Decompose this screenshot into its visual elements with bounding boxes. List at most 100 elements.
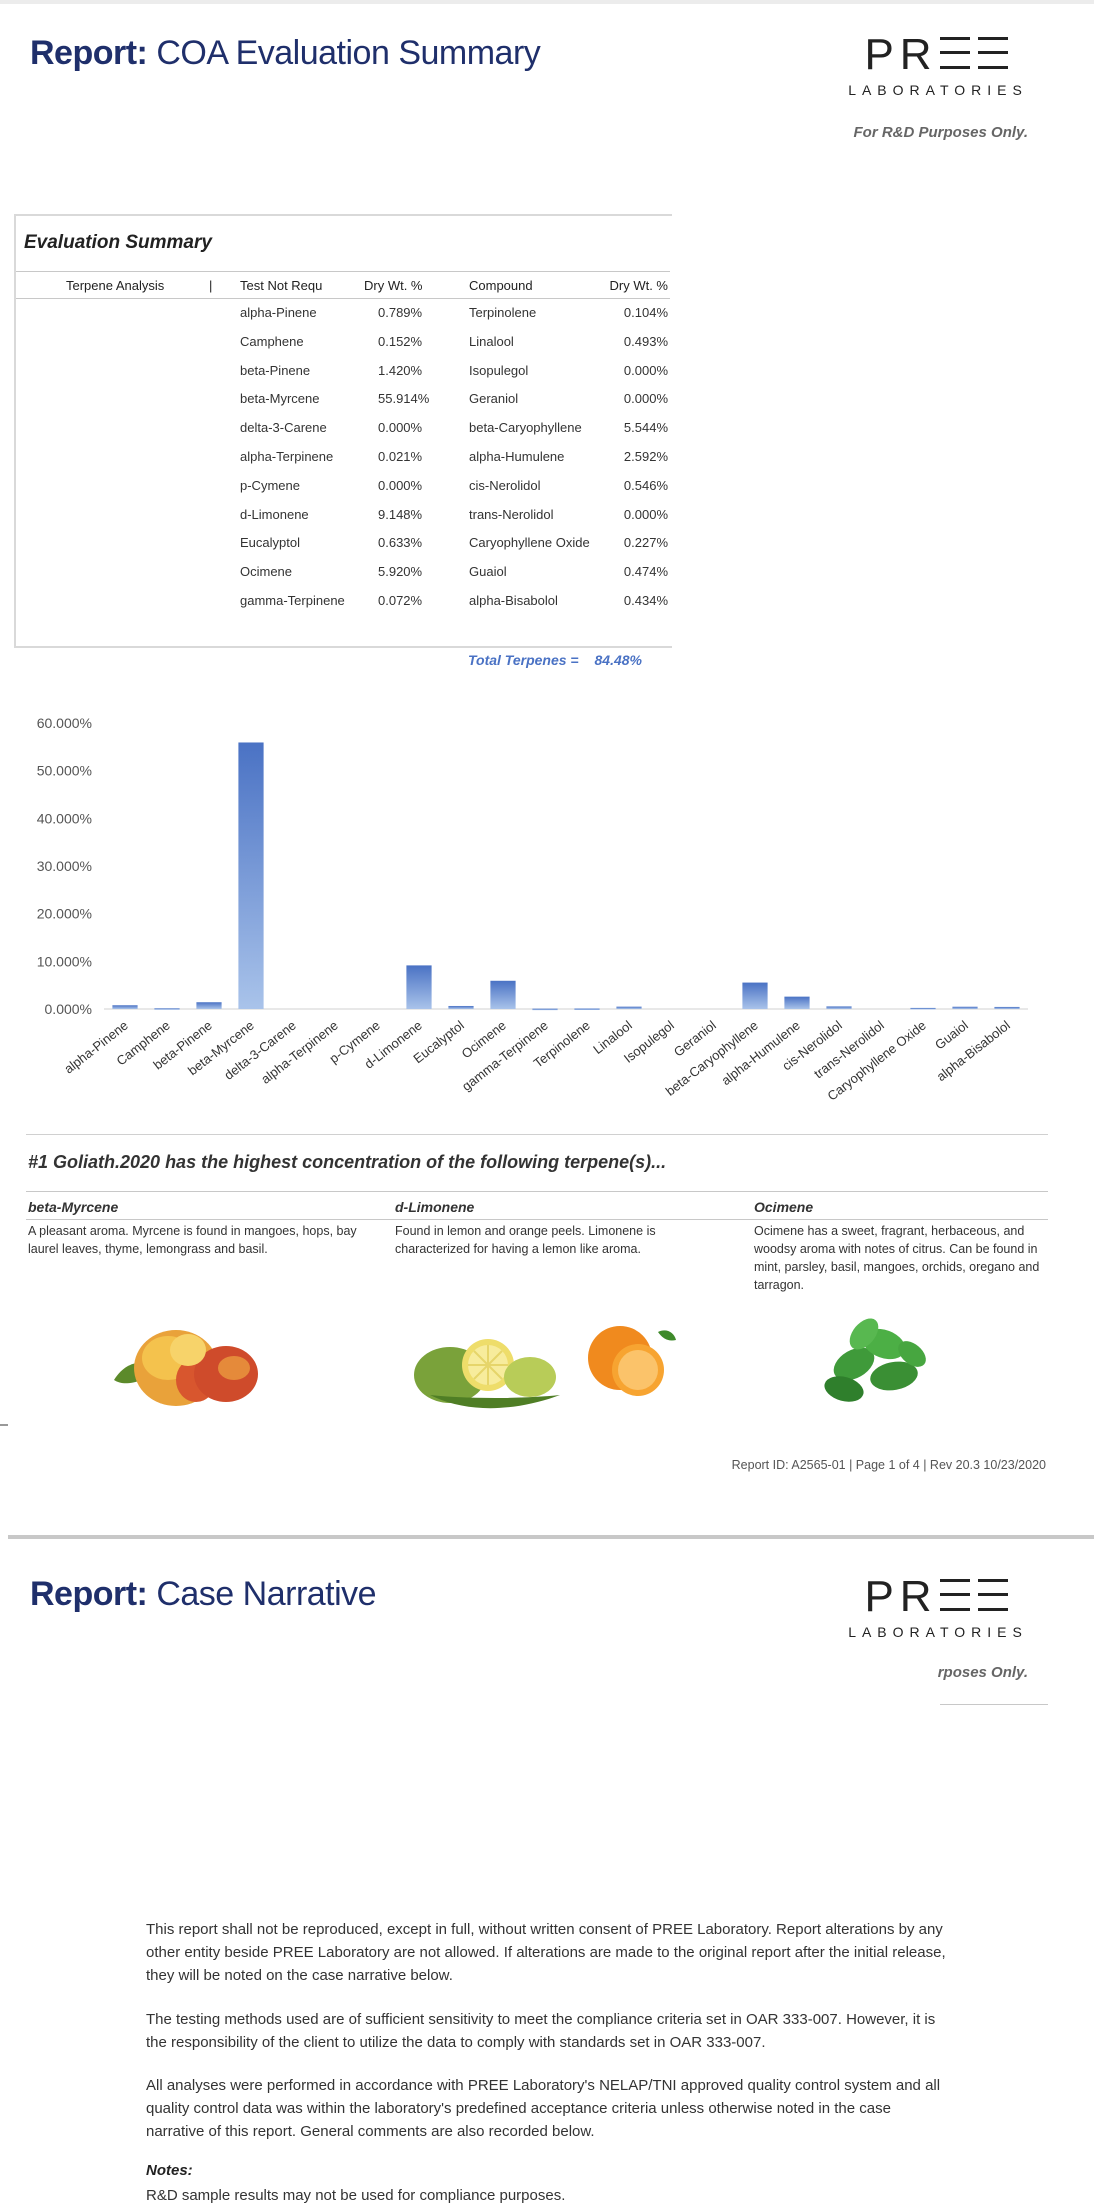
compound-value: 0.789% bbox=[378, 305, 423, 320]
mint-illustration bbox=[824, 1318, 926, 1402]
compound-value: 0.493% bbox=[623, 334, 668, 349]
compound-name: gamma-Terpinene bbox=[240, 593, 345, 608]
narrative-paragraph-3: All analyses were performed in accordanc… bbox=[146, 2077, 941, 2140]
y-tick-label: 20.000% bbox=[37, 906, 92, 922]
terpene-header-top-rule bbox=[26, 1191, 1048, 1192]
orange-illustration bbox=[588, 1326, 676, 1396]
narrative-paragraph-2: The testing methods used are of sufficie… bbox=[146, 2011, 936, 2051]
terpene-header-bottom-rule bbox=[26, 1219, 1048, 1220]
logo-subtitle: LABORATORIES bbox=[848, 82, 1028, 99]
total-terpenes-value: 84.48% bbox=[594, 652, 642, 668]
report-label: Report: bbox=[30, 34, 148, 72]
logo-wordmark-2: PR bbox=[848, 1572, 1028, 1624]
compound-value: 0.072% bbox=[378, 593, 423, 608]
terpene-2-title: d-Limonene bbox=[395, 1199, 475, 1215]
col-header-separator: | bbox=[209, 278, 213, 293]
y-tick-label: 50.000% bbox=[37, 763, 92, 779]
report-title-2: Report: Case Narrative bbox=[30, 1575, 377, 1614]
bar-cis-nerolidol bbox=[826, 1006, 852, 1009]
compound-value: 0.546% bbox=[623, 478, 668, 493]
compound-name: beta-Myrcene bbox=[240, 391, 320, 406]
evaluation-summary-box bbox=[14, 214, 672, 648]
terpene-3-desc: Ocimene has a sweet, fragrant, herbaceou… bbox=[754, 1224, 1040, 1292]
compound-value: 0.021% bbox=[378, 449, 423, 464]
compound-name: alpha-Bisabolol bbox=[469, 593, 558, 608]
bar-alpha-bisabolol bbox=[994, 1006, 1020, 1009]
report-label-2: Report: bbox=[30, 1575, 148, 1613]
y-tick-label: 60.000% bbox=[37, 715, 92, 731]
y-tick-label: 30.000% bbox=[37, 858, 92, 874]
col-header-dry-wt-left: Dry Wt. % bbox=[364, 278, 423, 293]
compound-value: 0.000% bbox=[378, 478, 423, 493]
compound-name: Camphene bbox=[240, 334, 304, 349]
compound-name: p-Cymene bbox=[240, 478, 300, 493]
col-header-compound: Compound bbox=[469, 278, 533, 293]
compound-name: Terpinolene bbox=[469, 305, 537, 320]
bar-guaiol bbox=[952, 1006, 978, 1009]
header-top-line bbox=[16, 271, 670, 272]
compound-name: beta-Caryophyllene bbox=[469, 420, 582, 435]
compound-value: 55.914% bbox=[378, 391, 430, 406]
notes-text: R&D sample results may not be used for c… bbox=[146, 2187, 566, 2204]
bar-alpha-humulene bbox=[784, 996, 810, 1009]
col-header-terpene-analysis: Terpene Analysis bbox=[66, 278, 165, 293]
narrative-paragraph-1: This report shall not be reproduced, exc… bbox=[146, 1921, 946, 1984]
compound-name: d-Limonene bbox=[240, 507, 309, 522]
compound-value: 2.592% bbox=[623, 449, 668, 464]
compound-name: Ocimene bbox=[240, 564, 293, 579]
compound-value: 0.227% bbox=[623, 535, 668, 550]
page-footer: Report ID: A2565-01 | Page 1 of 4 | Rev … bbox=[731, 1458, 1046, 1472]
logo-subtitle-2: LABORATORIES bbox=[848, 1624, 1028, 1641]
compound-value: 0.474% bbox=[623, 564, 668, 579]
compound-value: 0.152% bbox=[378, 334, 423, 349]
terpene-1-desc: A pleasant aroma. Myrcene is found in ma… bbox=[28, 1224, 357, 1256]
compound-value: 9.148% bbox=[378, 507, 423, 522]
bar-eucalyptol bbox=[448, 1005, 474, 1009]
compound-name: Eucalyptol bbox=[240, 535, 300, 550]
report-title: Report: COA Evaluation Summary bbox=[30, 34, 541, 73]
pree-logo: PR LABORATORIES bbox=[848, 30, 1028, 98]
compound-value: 0.000% bbox=[623, 507, 668, 522]
bar-beta-pinene bbox=[196, 1002, 222, 1009]
bar-beta-caryophyllene bbox=[742, 982, 768, 1009]
report-title-text-2: Case Narrative bbox=[156, 1575, 377, 1613]
x-tick-label: alpha-Bisabolol bbox=[934, 1017, 1013, 1084]
notes-title: Notes: bbox=[146, 2162, 193, 2179]
y-tick-label: 10.000% bbox=[37, 953, 92, 969]
compound-value: 1.420% bbox=[378, 363, 423, 378]
bar-ocimene bbox=[490, 980, 516, 1009]
compound-name: alpha-Pinene bbox=[240, 305, 317, 320]
terpene-2-desc: Found in lemon and orange peels. Limonen… bbox=[395, 1224, 656, 1256]
compound-value: 0.633% bbox=[378, 535, 423, 550]
terpene-bar-chart: 0.000% 10.000% 20.000% 30.000% 40.000% 50.000… bbox=[37, 715, 1028, 1104]
terpene-1-title: beta-Myrcene bbox=[28, 1199, 119, 1215]
logo-wordmark: PR bbox=[848, 30, 1028, 82]
report-title-text: COA Evaluation Summary bbox=[156, 34, 541, 72]
top-terpenes-headline: #1 Goliath.2020 has the highest concentr… bbox=[28, 1152, 667, 1172]
lime-lemon-illustration bbox=[414, 1339, 560, 1409]
pree-logo-2: PR LABORATORIES bbox=[848, 1572, 1028, 1640]
bar-gamma-terpinene bbox=[532, 1008, 558, 1011]
top-edge bbox=[0, 0, 1094, 4]
bar-camphene bbox=[154, 1008, 180, 1010]
compound-value: 5.544% bbox=[623, 420, 668, 435]
bar-d-limonene bbox=[406, 965, 432, 1009]
compound-name: Geraniol bbox=[469, 391, 519, 406]
bar-linalool bbox=[616, 1006, 642, 1009]
bar-alpha-pinene bbox=[112, 1005, 138, 1009]
bar-beta-myrcene bbox=[238, 742, 264, 1009]
compound-value: 5.920% bbox=[378, 564, 423, 579]
page-separator bbox=[8, 1535, 1094, 1539]
bar-caryophyllene-oxide bbox=[910, 1007, 936, 1010]
compound-name: alpha-Humulene bbox=[469, 449, 565, 464]
rd-purposes-note: For R&D Purposes Only. bbox=[853, 124, 1028, 141]
y-tick-label: 0.000% bbox=[45, 1001, 92, 1017]
col-header-test-not-requ: Test Not Requ bbox=[240, 278, 323, 293]
col-header-dry-wt-right: Dry Wt. % bbox=[609, 278, 669, 293]
compound-value: 0.000% bbox=[378, 420, 423, 435]
total-terpenes-label: Total Terpenes = bbox=[468, 652, 579, 668]
terpene-3-title: Ocimene bbox=[754, 1199, 814, 1215]
compound-name: Caryophyllene Oxide bbox=[469, 535, 590, 550]
compound-value: 0.000% bbox=[623, 391, 668, 406]
left-edge-mark bbox=[0, 1424, 8, 1426]
